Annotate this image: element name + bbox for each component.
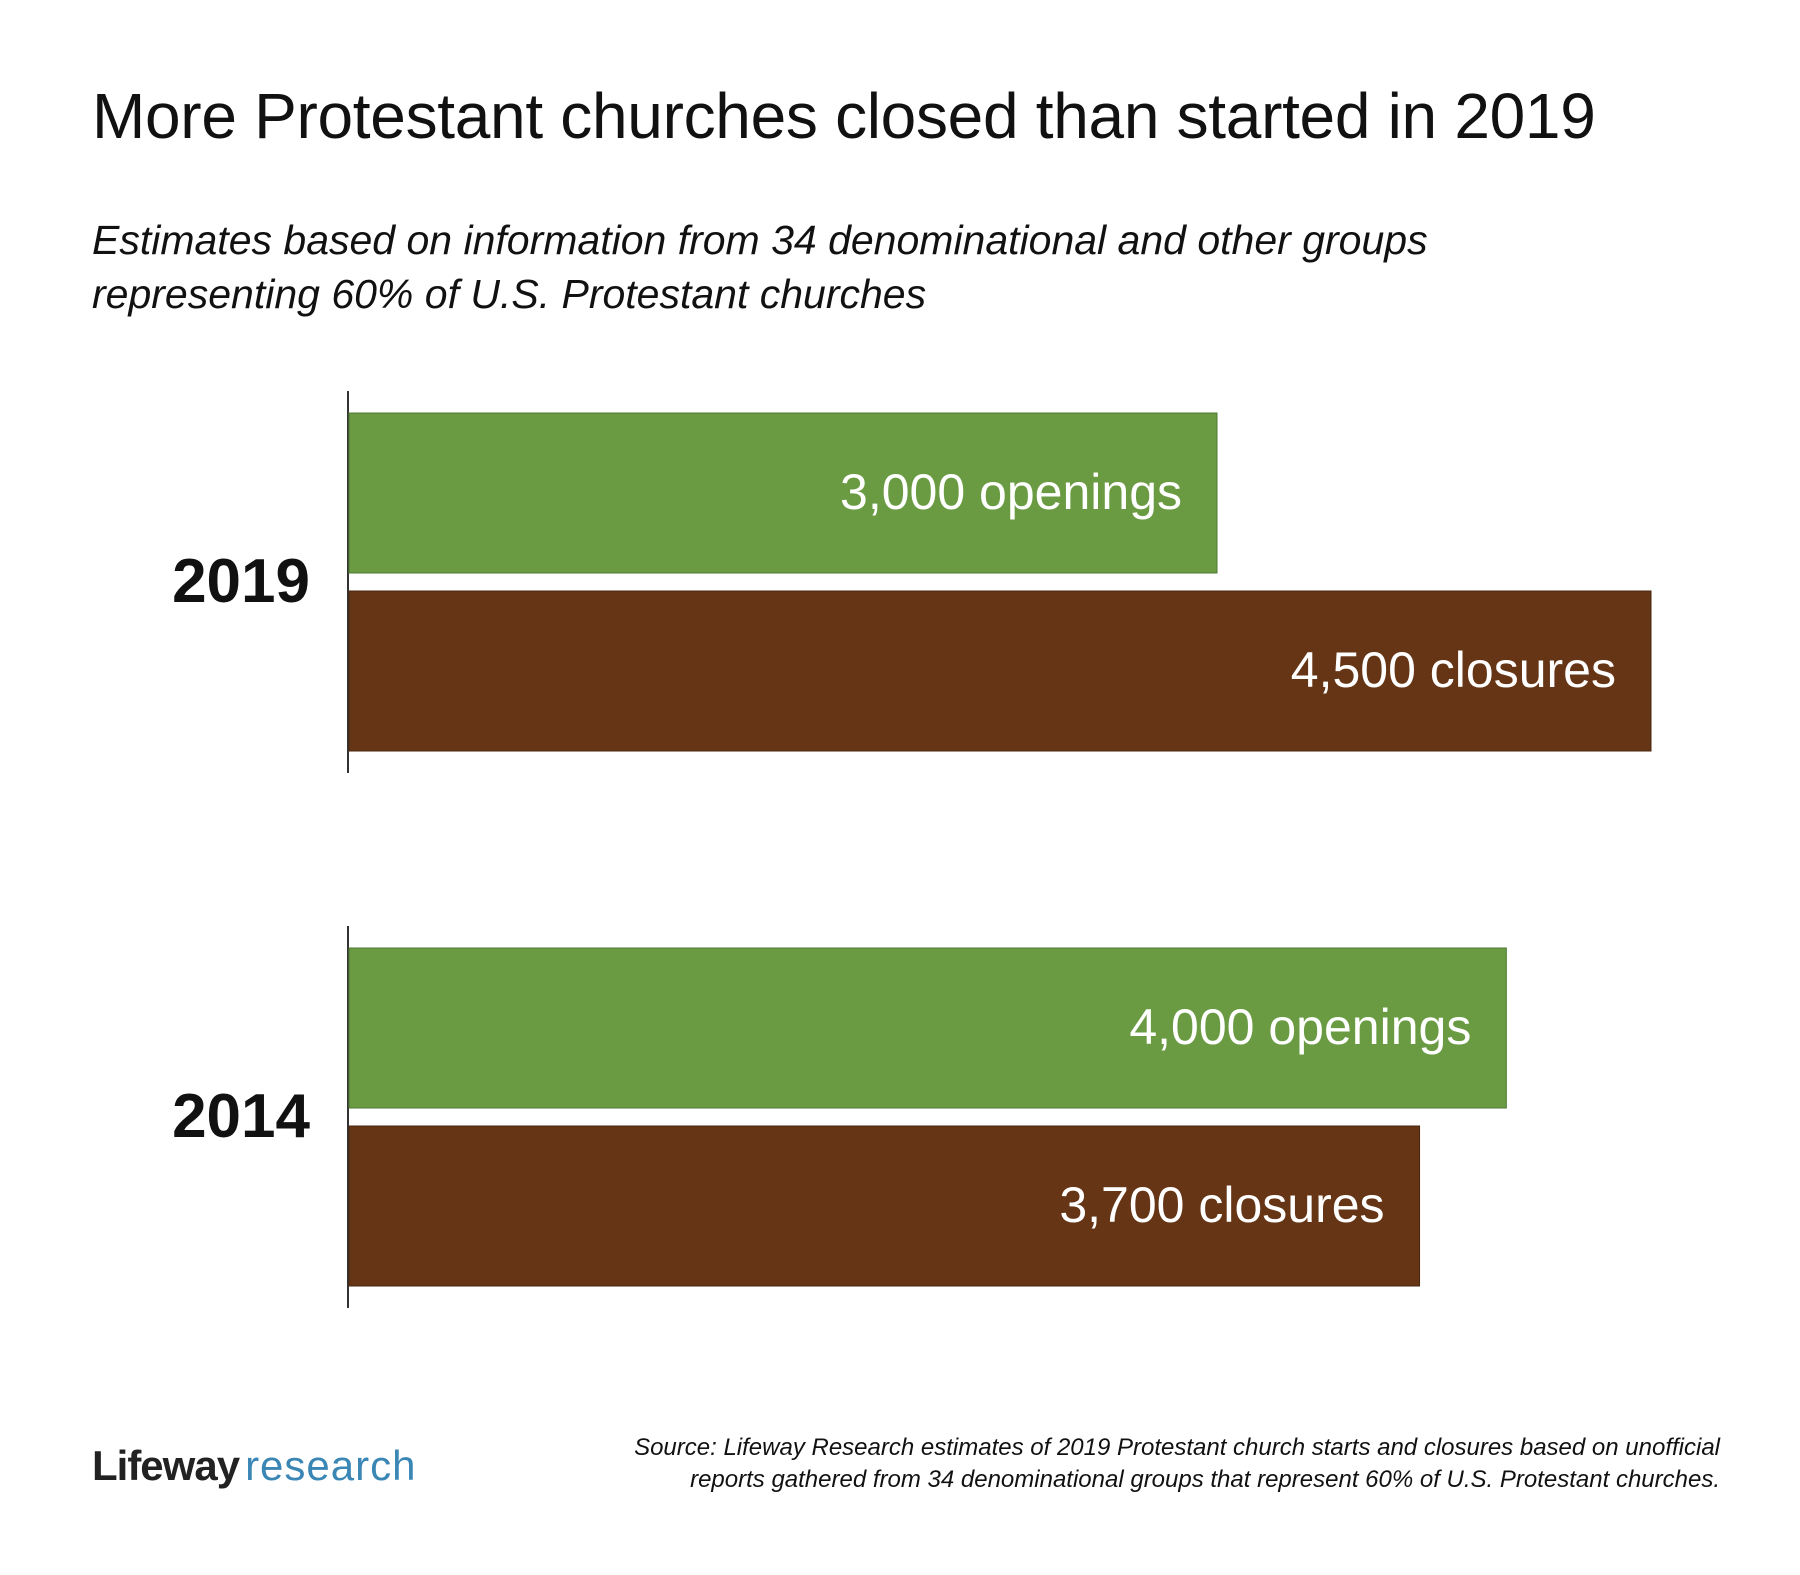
- chart-subtitle: Estimates based on information from 34 d…: [92, 213, 1732, 321]
- data-label-closures-2019: 4,500 closures: [1291, 642, 1616, 698]
- subtitle-line-1: Estimates based on information from 34 d…: [92, 217, 1428, 263]
- bar-closures-2014: [348, 1125, 1421, 1287]
- logo-sub: research: [245, 1442, 417, 1489]
- source-line-1: Source: Lifeway Research estimates of 20…: [634, 1434, 1720, 1461]
- category-label-2019: 2019: [172, 547, 310, 616]
- source-line-2: reports gathered from 34 denominational …: [690, 1466, 1720, 1493]
- bar-closures-2019: [348, 590, 1652, 752]
- lifeway-research-logo: Lifeway research: [92, 1440, 416, 1492]
- category-label-2014: 2014: [172, 1082, 310, 1151]
- source-note: Source: Lifeway Research estimates of 20…: [420, 1432, 1720, 1496]
- data-label-openings-2019: 3,000 openings: [840, 464, 1182, 520]
- data-label-closures-2014: 3,700 closures: [1059, 1177, 1384, 1233]
- bar-openings-2019: [348, 412, 1218, 574]
- logo-brand: Lifeway: [92, 1442, 240, 1489]
- subtitle-line-2: representing 60% of U.S. Protestant chur…: [92, 271, 927, 317]
- data-label-openings-2014: 4,000 openings: [1129, 999, 1471, 1055]
- bar-chart: 2019 3,000 openings 4,500 closures 2014 4,00…: [172, 391, 1652, 1308]
- bar-openings-2014: [348, 947, 1507, 1109]
- chart-title: More Protestant churches closed than sta…: [92, 80, 1596, 152]
